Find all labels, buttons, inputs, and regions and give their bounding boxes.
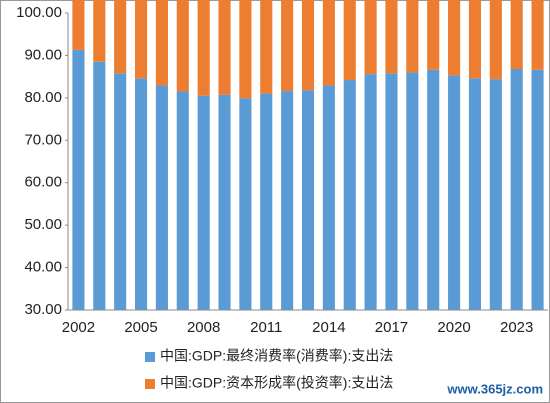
bar-segment <box>260 93 273 310</box>
bar-segment <box>343 0 356 81</box>
legend-label: 中国:GDP:资本形成率(投资率):支出法 <box>160 375 393 391</box>
bar-segment <box>260 0 273 94</box>
x-tick-label: 2014 <box>312 319 345 336</box>
bar-segment <box>385 0 398 74</box>
legend-swatch <box>145 352 155 362</box>
bar-segment <box>218 94 231 310</box>
bar-segment <box>176 91 189 310</box>
bar-segment <box>364 0 377 75</box>
bar-segment <box>427 69 440 311</box>
bar-segment <box>134 0 148 79</box>
bar-segment <box>239 0 252 99</box>
bar-segment <box>197 0 210 96</box>
legend-label: 中国:GDP:最终消费率(消费率):支出法 <box>160 348 393 364</box>
y-tick-label: 100.00 <box>16 4 62 21</box>
bar-segment <box>448 0 461 76</box>
bar-segment <box>427 0 440 70</box>
bar-segment <box>510 0 523 70</box>
bar-segment <box>281 0 294 92</box>
bar-segment <box>155 85 168 310</box>
bar-segment <box>489 79 502 310</box>
bar-segment <box>385 73 398 311</box>
bar-segment <box>301 90 315 310</box>
y-tick-label: 60.00 <box>24 174 62 191</box>
y-tick-label: 70.00 <box>24 131 62 148</box>
bar-segment <box>176 0 189 92</box>
y-tick-label: 80.00 <box>24 89 62 106</box>
y-tick-label: 90.00 <box>24 46 62 63</box>
x-tick-label: 2017 <box>375 319 408 336</box>
x-tick-label: 2023 <box>500 319 533 336</box>
bar-segment <box>218 0 231 95</box>
bar-segment <box>322 0 335 86</box>
bar-segment <box>301 0 315 91</box>
bar-segment <box>239 98 252 310</box>
bar-segment <box>72 49 85 311</box>
bar-segment <box>531 0 544 70</box>
bar-segment <box>489 0 502 80</box>
watermark: www.365jz.com <box>446 381 543 396</box>
bar-segment <box>322 85 335 310</box>
bar-segment <box>468 0 482 79</box>
x-tick-label: 2011 <box>250 319 282 336</box>
bar-segment <box>468 78 482 310</box>
x-tick-label: 2020 <box>437 319 470 336</box>
bar-segment <box>114 0 127 74</box>
bar-segment <box>531 69 544 311</box>
bar-segment <box>114 73 127 311</box>
bar-segment <box>93 0 106 62</box>
bar-segment <box>364 74 377 311</box>
y-tick-label: 50.00 <box>24 216 62 233</box>
y-tick-label: 30.00 <box>24 301 62 318</box>
x-tick-label: 2002 <box>62 319 95 336</box>
bar-segment <box>197 95 210 310</box>
bar-segment <box>343 80 356 310</box>
bar-segment <box>406 72 419 311</box>
y-tick-label: 40.00 <box>24 259 62 276</box>
bar-segment <box>406 0 419 73</box>
bar-segment <box>72 0 85 50</box>
bar-segment <box>134 78 148 310</box>
bar-segment <box>155 0 168 86</box>
x-tick-label: 2005 <box>124 319 157 336</box>
bar-segment <box>448 75 461 311</box>
bar-segment <box>93 61 106 310</box>
legend-swatch <box>145 379 155 389</box>
bar-segment <box>510 69 523 311</box>
bar-segment <box>281 91 294 310</box>
x-tick-label: 2008 <box>187 319 220 336</box>
